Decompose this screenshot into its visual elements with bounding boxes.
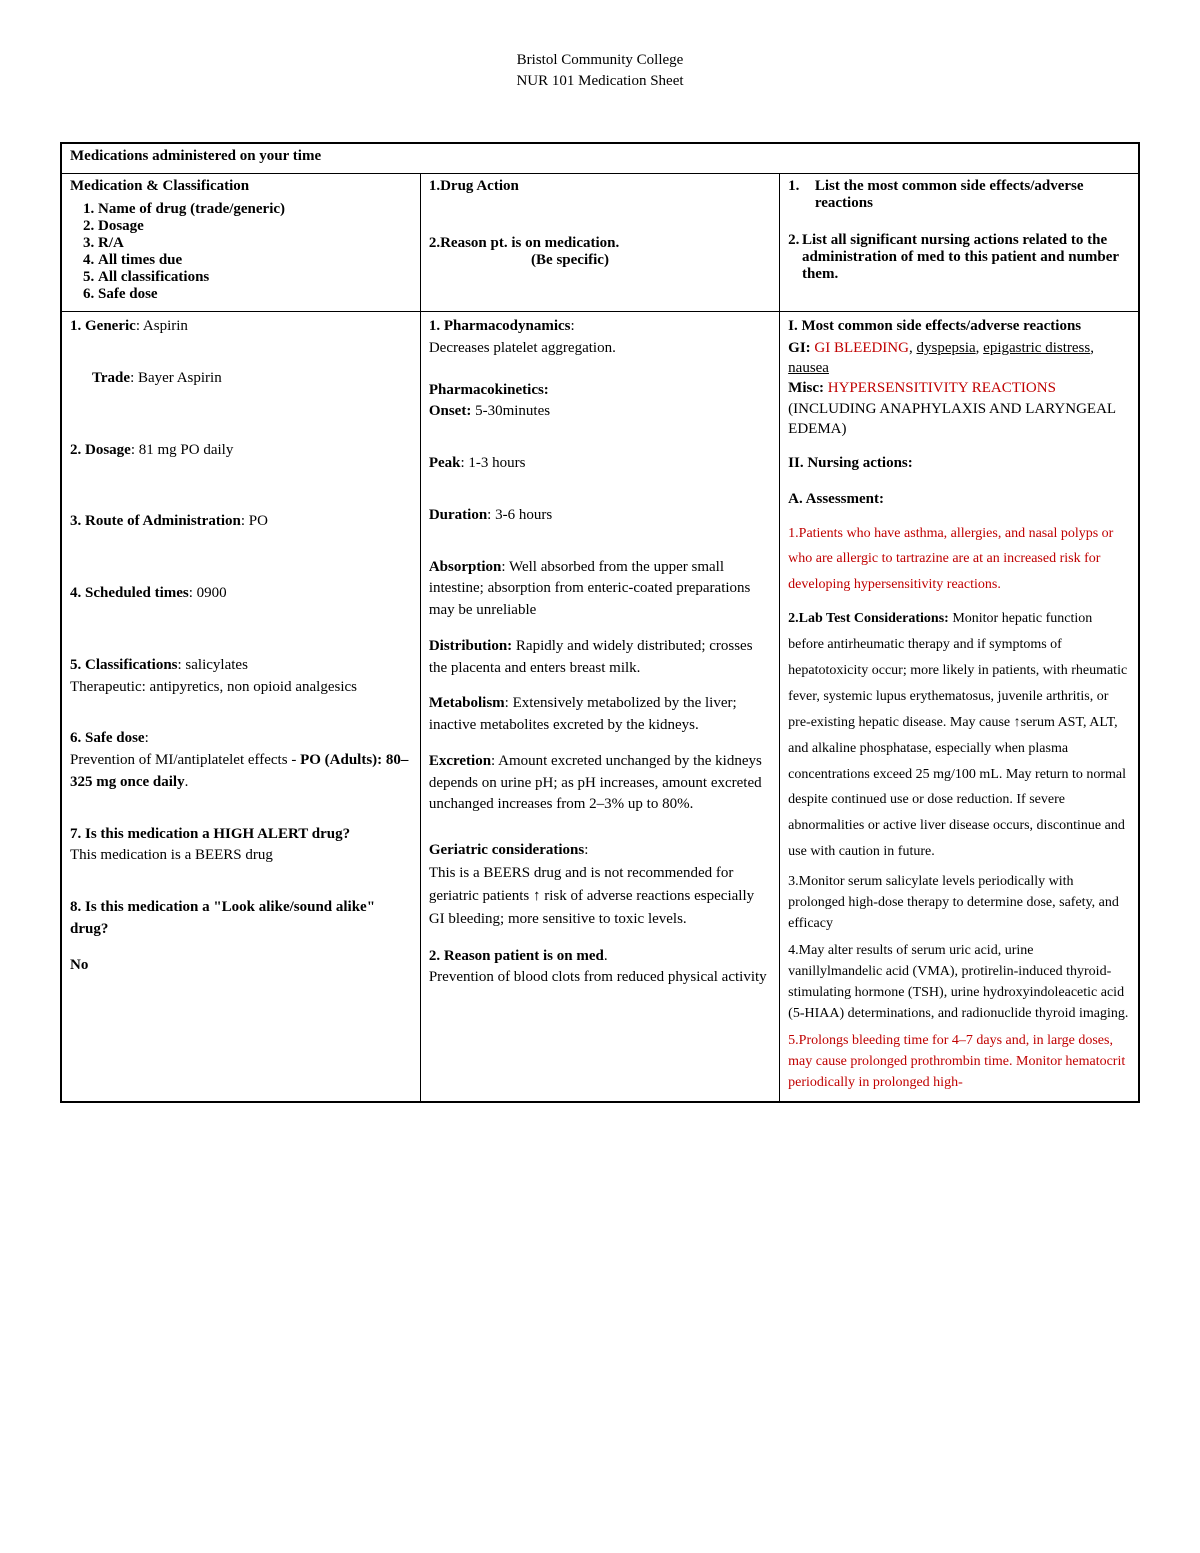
col1-header-list: Name of drug (trade/generic) Dosage R/A … xyxy=(70,201,412,303)
route-label: 3. Route of Administration xyxy=(70,513,241,529)
page-header: Bristol Community College NUR 101 Medica… xyxy=(60,50,1140,92)
dosage-value: : 81 mg PO daily xyxy=(131,442,234,458)
gi-bleeding: GI BLEEDING xyxy=(811,340,909,356)
misc-label: Misc: xyxy=(788,380,824,396)
col3-header: 1. List the most common side effects/adv… xyxy=(780,174,1139,312)
class-label: 5. Classifications xyxy=(70,657,178,673)
medication-table: Medications administered on your time Me… xyxy=(60,142,1140,1103)
pk-label: Pharmacokinetics: xyxy=(429,380,771,402)
safe-line: Prevention of MI/antiplatelet effects - xyxy=(70,752,300,768)
col2-body: 1. Pharmacodynamics: Decreases platelet … xyxy=(420,312,779,1103)
met-label: Metabolism xyxy=(429,695,505,711)
misc-red: HYPERSENSITIVITY REACTIONS xyxy=(824,380,1056,396)
table-title: Medications administered on your time xyxy=(61,143,1139,174)
header-line1: Bristol Community College xyxy=(60,50,1140,71)
a4: 4.May alter results of serum uric acid, … xyxy=(788,940,1130,1024)
trade-value: : Bayer Aspirin xyxy=(130,370,222,386)
col3-h-item1: List the most common side effects/advers… xyxy=(815,178,1130,212)
times-value: : 0900 xyxy=(189,585,227,601)
reason-value: Prevention of blood clots from reduced p… xyxy=(429,967,771,989)
peak-value: : 1-3 hours xyxy=(461,455,526,471)
pd-text: Decreases platelet aggregation. xyxy=(429,338,771,360)
num: 1. xyxy=(788,178,815,212)
a5: 5.Prolongs bleeding time for 4–7 days an… xyxy=(788,1030,1130,1093)
pd-label: 1. Pharmacodynamics xyxy=(429,318,571,334)
a1: 1.Patients who have asthma, allergies, a… xyxy=(788,521,1130,599)
safe-period: . xyxy=(185,774,189,790)
list-item: Name of drug (trade/generic) xyxy=(98,201,412,218)
dosage-label: 2. Dosage xyxy=(70,442,131,458)
class-value: : salicylates xyxy=(178,657,248,673)
col2-h-line3: (Be specific) xyxy=(429,252,771,269)
trade-label: Trade xyxy=(70,368,130,390)
col1-header: Medication & Classification Name of drug… xyxy=(61,174,420,312)
class-line2: Therapeutic: antipyretics, non opioid an… xyxy=(70,677,412,699)
list-item: Dosage xyxy=(98,218,412,235)
col2-header: 1.Drug Action 2.Reason pt. is on medicat… xyxy=(420,174,779,312)
assess-title: A. Assessment: xyxy=(788,489,1130,511)
gi-rest2: epigastric distress xyxy=(983,340,1090,356)
col1-header-title: Medication & Classification xyxy=(70,178,412,195)
list-item: All times due xyxy=(98,252,412,269)
dist-label: Distribution: xyxy=(429,638,512,654)
col2-h-line2: 2.Reason pt. is on medication. xyxy=(429,235,771,252)
q8-label: 8. Is this medication a "Look alike/soun… xyxy=(70,897,412,941)
a2-rest: Monitor hepatic function before antirheu… xyxy=(788,611,1127,859)
sec1-title: I. Most common side effects/adverse reac… xyxy=(788,316,1130,338)
col3-body: I. Most common side effects/adverse reac… xyxy=(780,312,1139,1103)
a3: 3.Monitor serum salicylate levels period… xyxy=(788,871,1130,934)
q8-ans: No xyxy=(70,955,412,977)
gi-rest3: nausea xyxy=(788,360,829,376)
route-value: : PO xyxy=(241,513,268,529)
ger-value: This is a BEERS drug and is not recommen… xyxy=(429,862,771,932)
list-item: All classifications xyxy=(98,269,412,286)
col1-body: 1. Generic: Aspirin Trade: Bayer Aspirin… xyxy=(61,312,420,1103)
gi-rest1: dyspepsia xyxy=(916,340,975,356)
safe-colon: : xyxy=(145,730,149,746)
sec2-title: II. Nursing actions: xyxy=(788,453,1130,475)
a2-label: 2.Lab Test Considerations: xyxy=(788,611,949,626)
list-item: Safe dose xyxy=(98,286,412,303)
header-line2: NUR 101 Medication Sheet xyxy=(60,71,1140,92)
ger-label: Geriatric considerations xyxy=(429,842,584,858)
generic-label: 1. Generic xyxy=(70,318,136,334)
gi-label: GI: xyxy=(788,340,811,356)
col2-h-line1: 1.Drug Action xyxy=(429,178,771,195)
onset-value: 5-30minutes xyxy=(471,403,550,419)
q7-ans: This medication is a BEERS drug xyxy=(70,845,412,867)
misc-rest: (INCLUDING ANAPHYLAXIS AND LARYNGEAL EDE… xyxy=(788,401,1115,437)
duration-value: : 3-6 hours xyxy=(487,507,552,523)
peak-label: Peak xyxy=(429,455,461,471)
safe-label: 6. Safe dose xyxy=(70,730,145,746)
list-item: R/A xyxy=(98,235,412,252)
q7-label: 7. Is this medication a HIGH ALERT drug? xyxy=(70,824,412,846)
exc-label: Excretion xyxy=(429,753,491,769)
abs-label: Absorption xyxy=(429,559,502,575)
num: 2. xyxy=(788,232,802,283)
onset-label: Onset: xyxy=(429,403,472,419)
times-label: 4. Scheduled times xyxy=(70,585,189,601)
reason-label: 2. Reason patient is on med xyxy=(429,948,604,964)
col3-h-item2: List all significant nursing actions rel… xyxy=(802,232,1130,283)
generic-value: : Aspirin xyxy=(136,318,188,334)
duration-label: Duration xyxy=(429,507,487,523)
